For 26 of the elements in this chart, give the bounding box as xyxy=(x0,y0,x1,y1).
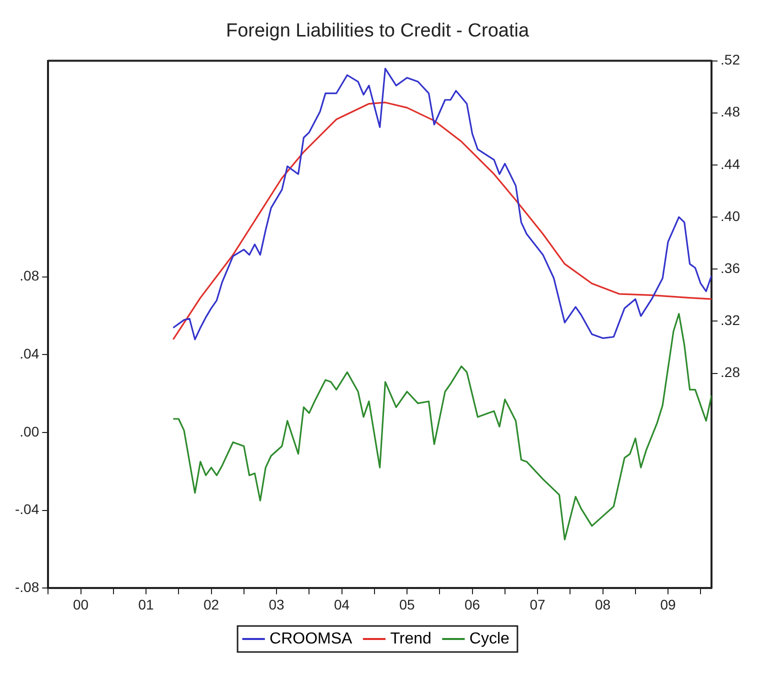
y2-tick-label: .28 xyxy=(720,364,740,380)
x-tick-label: 03 xyxy=(268,596,285,612)
y-tick-label: .08 xyxy=(20,268,40,284)
x-tick-label: 04 xyxy=(334,596,350,612)
x-tick-label: 00 xyxy=(72,596,89,612)
y2-tick-label: .48 xyxy=(720,104,740,120)
y2-tick-label: .40 xyxy=(720,208,740,224)
y2-tick-label: .52 xyxy=(720,52,740,68)
y2-tick-label: .36 xyxy=(720,260,740,276)
legend-label: Cycle xyxy=(469,630,510,648)
legend-label: Trend xyxy=(390,630,432,648)
y-tick-label: .00 xyxy=(20,423,40,440)
y-tick-label: .04 xyxy=(20,346,40,362)
chart-title: Foreign Liabilities to Credit - Croatia xyxy=(226,20,530,42)
x-tick-label: 05 xyxy=(399,596,416,612)
legend-label: CROOMSA xyxy=(270,630,353,648)
x-tick-label: 08 xyxy=(594,596,611,612)
y2-tick-label: .44 xyxy=(720,156,740,172)
y2-tick-label: .32 xyxy=(720,312,740,328)
y-tick-label: -.04 xyxy=(15,501,40,518)
x-tick-label: 01 xyxy=(138,596,154,612)
y-tick-label: -.08 xyxy=(15,579,40,596)
x-tick-label: 07 xyxy=(530,596,546,612)
x-tick-label: 09 xyxy=(660,596,676,612)
x-tick-label: 02 xyxy=(203,596,220,612)
x-tick-label: 06 xyxy=(464,596,480,612)
